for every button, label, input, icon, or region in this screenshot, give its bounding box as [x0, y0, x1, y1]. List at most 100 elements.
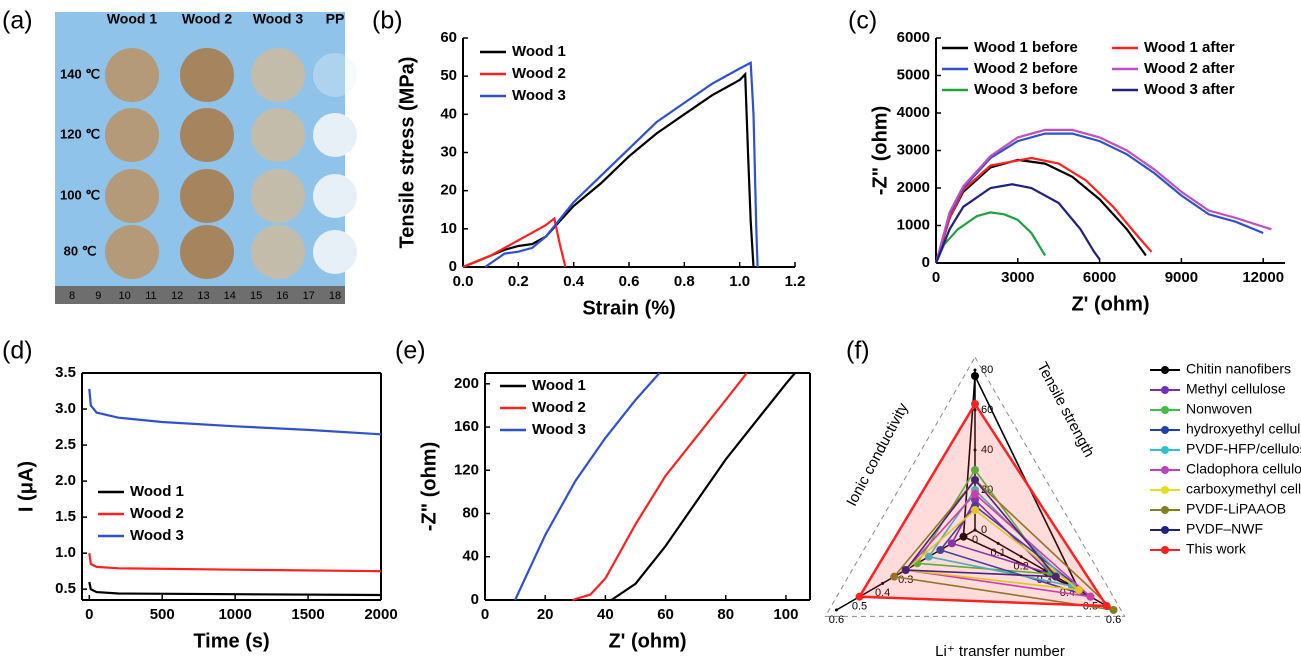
radar-tick — [973, 528, 977, 532]
legend-label: Cladophora cellulose — [1186, 461, 1301, 477]
legend-label: Wood 3 — [130, 527, 184, 544]
legend-marker — [1161, 486, 1169, 494]
y-tick-label: 200 — [454, 375, 479, 392]
x-tick-label: 9000 — [1165, 269, 1198, 286]
sample-disc — [105, 169, 159, 223]
radar-point — [971, 400, 979, 408]
y-axis-title: I (μA) — [15, 461, 37, 512]
series-line — [934, 156, 1153, 264]
legend-label: Wood 1 — [532, 377, 586, 394]
legend-label: Methyl cellulose — [1186, 381, 1286, 397]
ruler-number: 12 — [171, 290, 183, 302]
y-axis-title: -Z" (ohm) — [418, 442, 440, 531]
radar-tick-label: 0.6 — [829, 614, 844, 626]
x-tick-label: 500 — [150, 606, 175, 623]
outer-frame — [824, 356, 1126, 617]
legend-label: Wood 1 after — [1144, 39, 1235, 56]
radar-point — [1109, 606, 1118, 614]
legend-label: Wood 2 before — [974, 60, 1078, 77]
ruler-number: 8 — [69, 290, 75, 302]
radar-tick — [973, 448, 977, 452]
x-tick-label: 0.2 — [508, 273, 529, 290]
legend-label: hydroxyethyl cellulose — [1186, 421, 1301, 437]
x-tick-label: 20 — [537, 606, 554, 623]
axis-name: Li⁺ transfer number — [935, 643, 1065, 660]
legend-label: Wood 3 — [532, 421, 586, 438]
y-tick-label: 0 — [922, 254, 930, 271]
radar-tick — [1042, 568, 1046, 572]
radar-series — [857, 401, 1110, 608]
y-tick-label: 160 — [454, 418, 479, 435]
series-line — [88, 581, 382, 597]
legend-label: Wood 2 after — [1144, 60, 1235, 77]
sample-disc — [180, 48, 234, 102]
sample-disc — [251, 225, 305, 279]
panel-label: (b) — [372, 7, 403, 35]
x-tick-label: 40 — [597, 606, 614, 623]
legend-label: carboxymethyl cellulose — [1186, 481, 1301, 497]
x-tick-label: 60 — [657, 606, 674, 623]
legend-label: PVDF-HFP/cellulose — [1186, 441, 1301, 457]
x-tick-label: 1.2 — [785, 273, 806, 290]
axis-name: Ionic conductivity — [843, 400, 912, 509]
sample-disc — [313, 53, 357, 97]
sample-disc — [313, 113, 357, 157]
series-line — [484, 61, 759, 268]
ruler-number: 16 — [276, 290, 288, 302]
x-axis-title: Z' (ohm) — [1071, 293, 1149, 315]
x-tick-label: 12000 — [1242, 269, 1284, 286]
row-label: 80 ℃ — [64, 243, 97, 258]
y-tick-label: 50 — [440, 67, 457, 84]
legend-label: Wood 3 before — [974, 81, 1078, 98]
x-axis-title: Time (s) — [193, 630, 269, 652]
sample-disc — [180, 108, 234, 162]
panel-label: (f) — [846, 337, 870, 365]
legend-marker — [1161, 526, 1169, 534]
panel-label: (e) — [395, 337, 426, 365]
radar-series — [892, 478, 1116, 612]
series-line — [88, 388, 382, 436]
y-tick-label: 10 — [440, 220, 457, 237]
x-tick-label: 80 — [717, 606, 734, 623]
y-tick-label: 0 — [449, 258, 457, 275]
radar-tick-label: 0.3 — [898, 574, 913, 586]
sample-disc — [105, 108, 159, 162]
ruler-number: 11 — [145, 290, 156, 302]
series-line — [571, 372, 748, 602]
radar-tick-label: 0 — [972, 534, 978, 546]
y-tick-label: 4000 — [897, 104, 930, 121]
ruler-number: 13 — [197, 290, 209, 302]
radar-tick — [973, 368, 977, 372]
y-tick-label: 2.0 — [55, 472, 76, 489]
x-tick-label: 1500 — [291, 606, 324, 623]
radar-tick — [834, 608, 838, 612]
panel-label: (c) — [848, 7, 877, 35]
legend-marker — [1161, 546, 1169, 554]
radar-point — [901, 566, 910, 574]
x-tick-label: 0 — [85, 606, 93, 623]
y-tick-label: 1000 — [897, 216, 930, 233]
legend-marker — [1161, 506, 1169, 514]
x-tick-label: 0.8 — [674, 273, 695, 290]
series-line — [462, 216, 567, 269]
x-axis-title: Strain (%) — [582, 297, 675, 319]
row-label: 100 ℃ — [60, 187, 100, 202]
series-line — [934, 128, 1272, 264]
radar-tick-label: 0 — [981, 524, 987, 536]
legend-marker — [1161, 446, 1169, 454]
y-tick-label: 2.5 — [55, 436, 76, 453]
row-label: 140 ℃ — [60, 66, 100, 81]
radar-tick-label: 80 — [981, 364, 993, 376]
x-tick-label: 1.0 — [729, 273, 750, 290]
y-tick-label: 5000 — [897, 66, 930, 83]
y-tick-label: 3000 — [897, 141, 930, 158]
legend-label: PVDF-LiPAAOB — [1186, 501, 1286, 517]
radar-series — [904, 492, 1093, 598]
legend-label: Wood 3 — [512, 87, 566, 104]
radar-point — [971, 490, 979, 498]
ruler-number: 14 — [224, 290, 236, 302]
legend-label: Wood 1 — [130, 483, 184, 500]
y-tick-label: 40 — [440, 105, 457, 122]
column-label: PP — [326, 11, 345, 27]
